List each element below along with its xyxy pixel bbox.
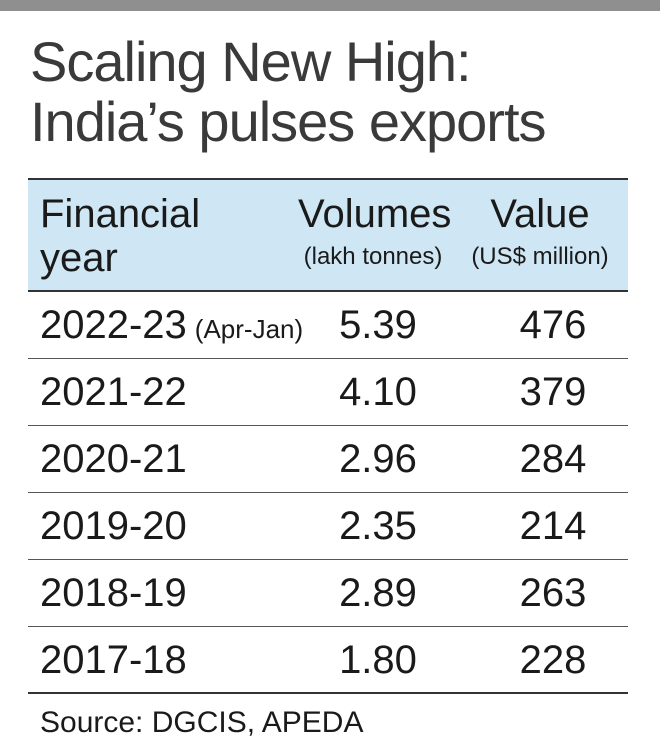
table-row: 2018-19 2.89 263 <box>28 560 628 627</box>
cell-volume: 2.35 <box>339 504 417 548</box>
year-text: 2017-18 <box>40 638 187 682</box>
cell-value: 379 <box>519 370 587 414</box>
cell-value: 263 <box>519 571 587 615</box>
cell-value: 214 <box>519 504 587 548</box>
table-header: Financial year Volumes (lakh tonnes) Val… <box>28 178 628 292</box>
table-row: 2021-22 4.10 379 <box>28 359 628 426</box>
header-year-line-2: year <box>40 236 118 280</box>
header-volumes: Volumes (lakh tonnes) <box>298 192 452 272</box>
exports-table: Financial year Volumes (lakh tonnes) Val… <box>28 178 628 694</box>
cell-volume: 5.39 <box>339 303 417 347</box>
table-row: 2020-21 2.96 284 <box>28 426 628 493</box>
cell-value: 476 <box>519 303 587 347</box>
chart-title: Scaling New High: India’s pulses exports <box>30 32 640 152</box>
header-value-unit: (US$ million) <box>471 243 609 270</box>
cell-financial-year: 2019-20 <box>40 503 187 549</box>
title-line-1: Scaling New High: <box>30 30 472 93</box>
cell-financial-year: 2022-23 (Apr-Jan) <box>40 302 303 352</box>
header-volumes-label: Volumes <box>298 192 452 236</box>
table-row: 2022-23 (Apr-Jan) 5.39 476 <box>28 292 628 359</box>
cell-financial-year: 2021-22 <box>40 369 187 415</box>
year-text: 2020-21 <box>40 437 187 481</box>
header-year-line-1: Financial <box>40 192 201 236</box>
header-value: Value (US$ million) <box>460 192 620 272</box>
header-financial-year: Financial year <box>40 192 200 280</box>
source-note: Source: DGCIS, APEDA <box>40 706 364 739</box>
year-note: (Apr-Jan) <box>194 314 304 344</box>
cell-financial-year: 2018-19 <box>40 570 187 616</box>
year-text: 2019-20 <box>40 504 187 548</box>
cell-volume: 4.10 <box>339 370 417 414</box>
table-row: 2017-18 1.80 228 <box>28 627 628 694</box>
header-volumes-unit: (lakh tonnes) <box>303 243 443 270</box>
top-accent-bar <box>0 0 660 11</box>
cell-financial-year: 2020-21 <box>40 436 187 482</box>
table-body: 2022-23 (Apr-Jan) 5.39 476 2021-22 4.10 379 202… <box>28 292 628 694</box>
table-row: 2019-20 2.35 214 <box>28 493 628 560</box>
title-line-2: India’s pulses exports <box>30 90 547 153</box>
cell-volume: 2.96 <box>339 437 417 481</box>
year-text: 2018-19 <box>40 571 187 615</box>
cell-financial-year: 2017-18 <box>40 637 187 683</box>
year-text: 2022-23 <box>40 303 187 347</box>
header-value-label: Value <box>490 192 590 236</box>
cell-volume: 1.80 <box>339 638 417 682</box>
cell-value: 228 <box>519 638 587 682</box>
year-text: 2021-22 <box>40 370 187 414</box>
cell-volume: 2.89 <box>339 571 417 615</box>
cell-value: 284 <box>519 437 587 481</box>
